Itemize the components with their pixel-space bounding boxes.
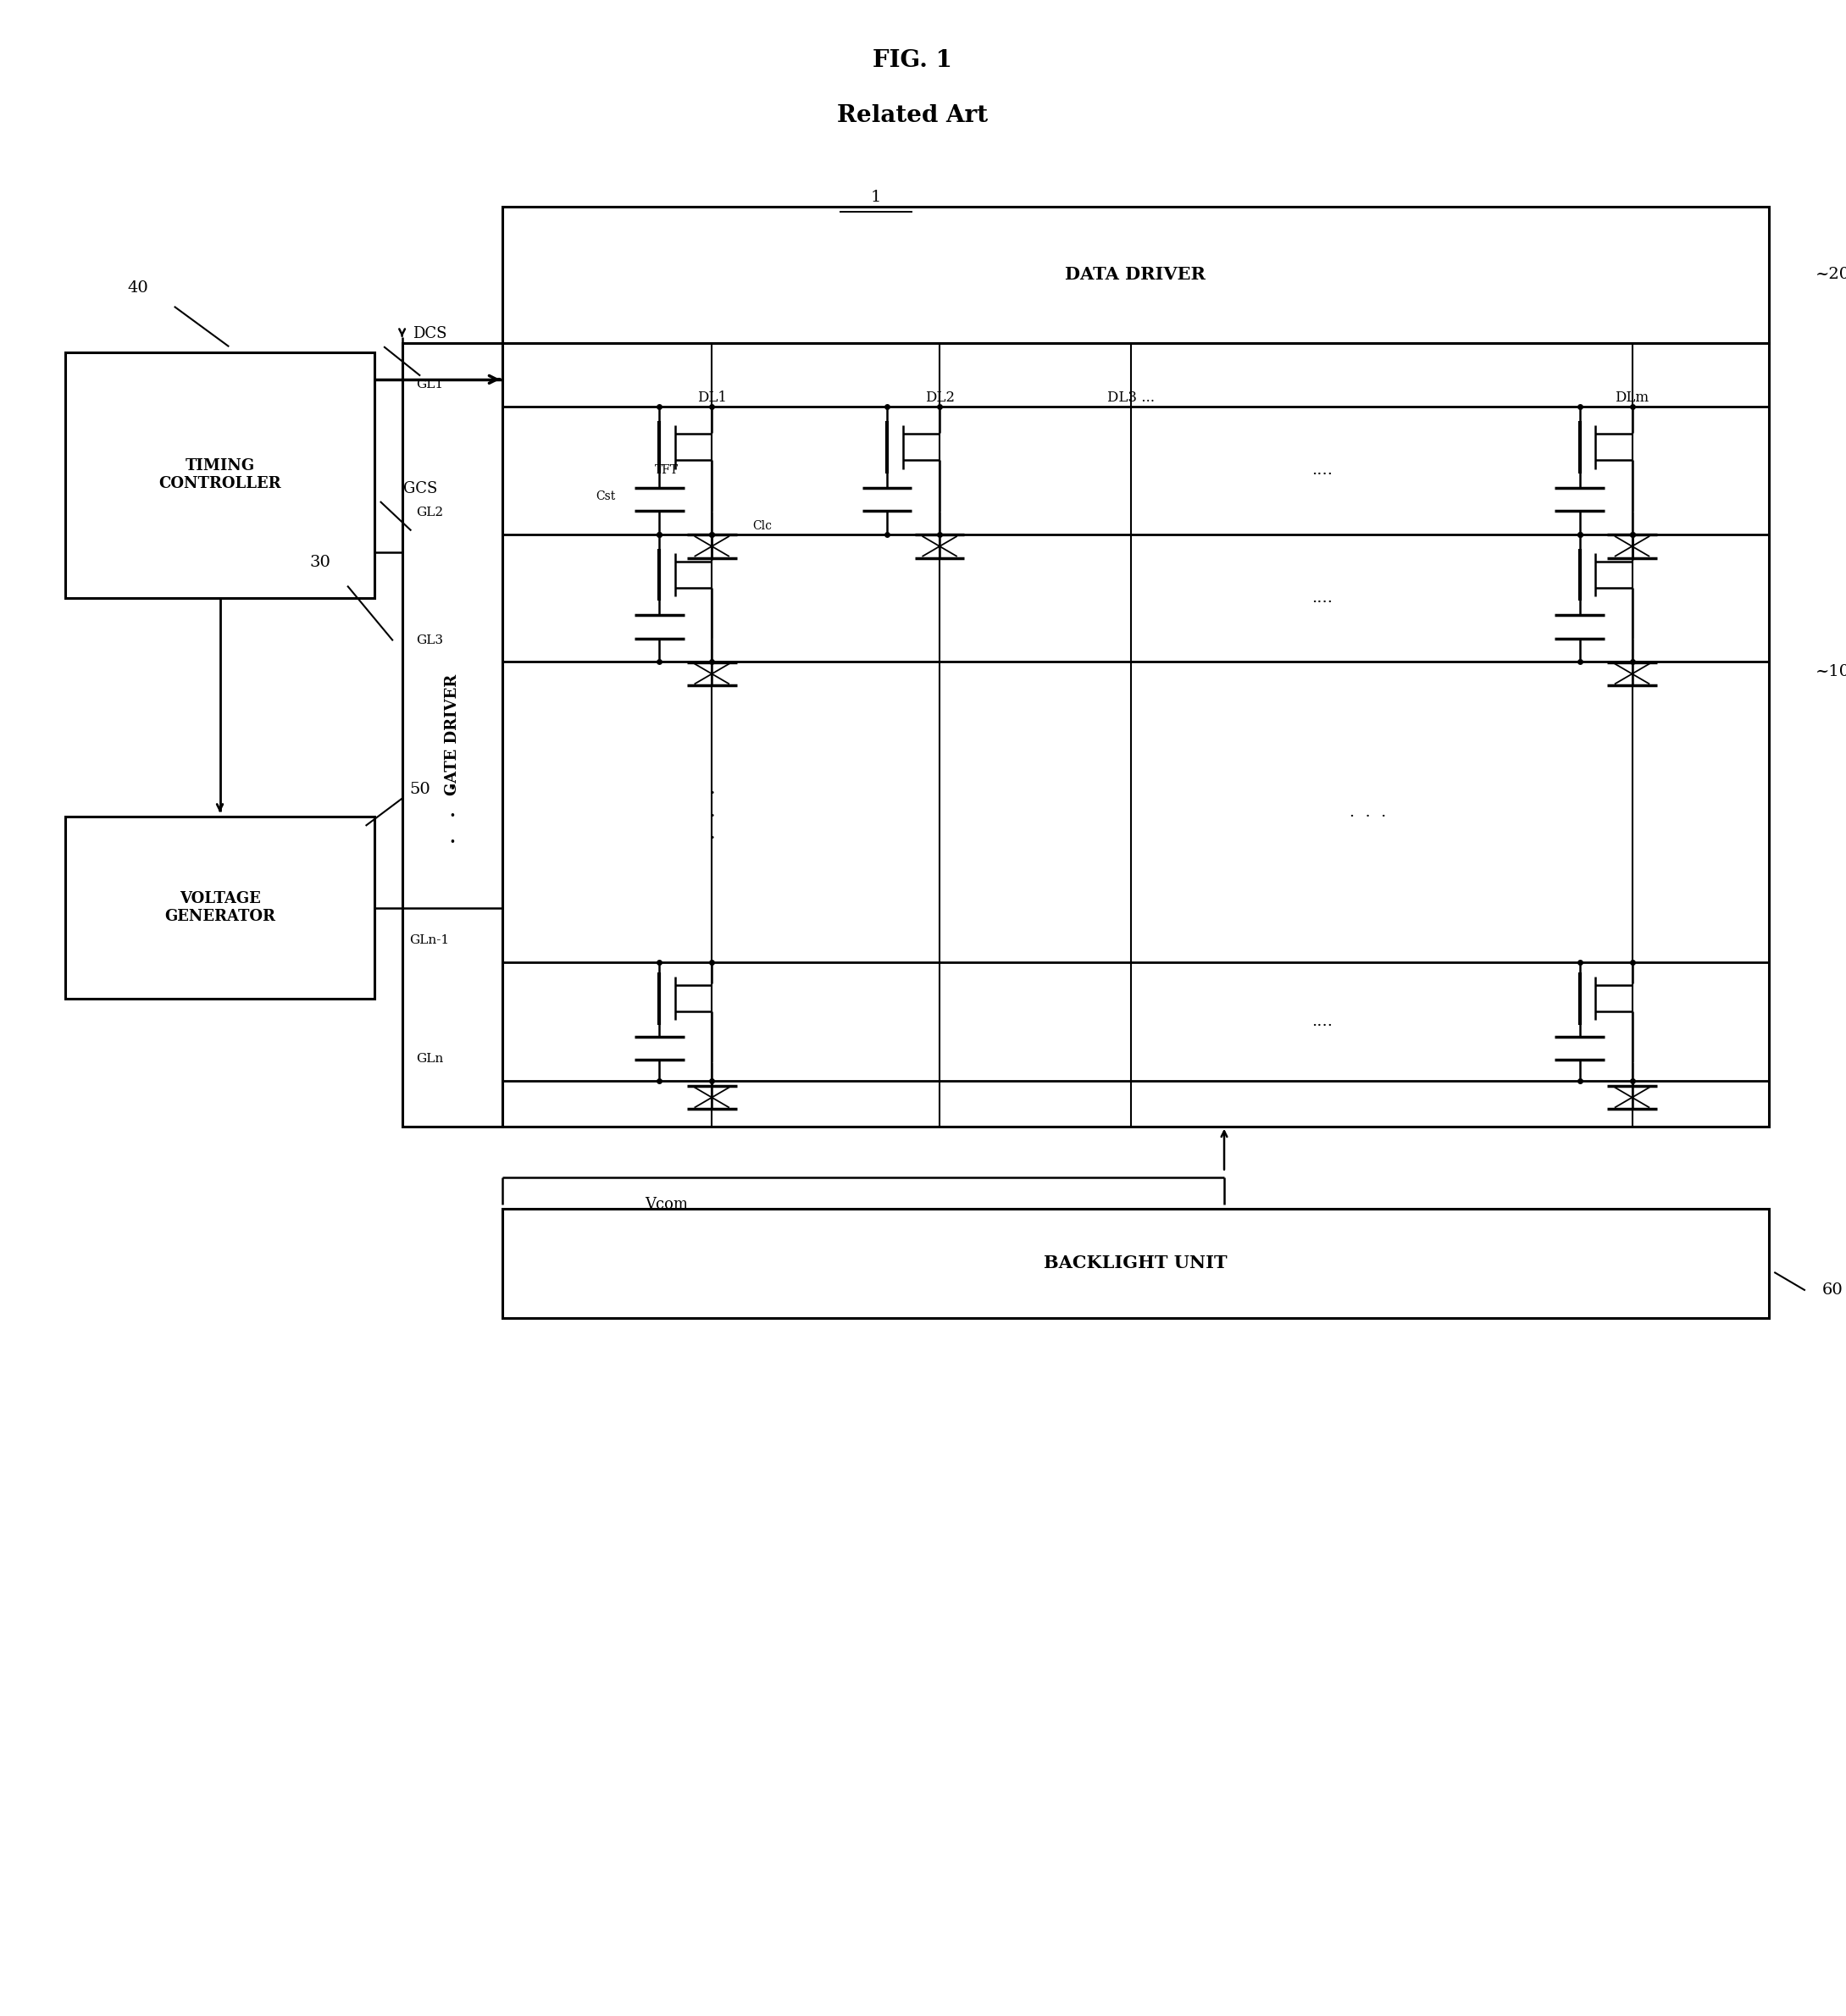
Bar xyxy=(502,1208,1768,1318)
Text: Cst: Cst xyxy=(596,490,617,502)
Text: ~10: ~10 xyxy=(1815,665,1846,679)
Text: 1: 1 xyxy=(871,190,881,206)
Text: DL2: DL2 xyxy=(925,391,954,405)
Text: GLn-1: GLn-1 xyxy=(410,935,449,948)
Text: DATA DRIVER: DATA DRIVER xyxy=(1065,266,1205,282)
Bar xyxy=(402,343,502,1127)
Text: ·
·
·: · · · xyxy=(449,778,456,855)
Bar xyxy=(502,343,1768,1127)
Text: GATE DRIVER: GATE DRIVER xyxy=(445,673,460,796)
Text: ....: .... xyxy=(1313,464,1333,478)
Text: FIG. 1: FIG. 1 xyxy=(873,48,953,73)
Text: TFT: TFT xyxy=(655,464,679,476)
Text: GL3: GL3 xyxy=(415,633,443,645)
Text: DL1: DL1 xyxy=(698,391,727,405)
Text: ....: .... xyxy=(1313,1014,1333,1030)
Text: DLm: DLm xyxy=(1615,391,1648,405)
Text: 40: 40 xyxy=(127,280,148,296)
Bar xyxy=(502,206,1768,343)
Text: ·  ·  ·: · · · xyxy=(1349,808,1386,825)
Bar xyxy=(65,816,375,998)
Text: GL2: GL2 xyxy=(415,506,443,518)
Text: DCS: DCS xyxy=(412,327,447,341)
Text: VOLTAGE
GENERATOR: VOLTAGE GENERATOR xyxy=(164,891,275,923)
Bar xyxy=(65,353,375,599)
Text: Related Art: Related Art xyxy=(836,103,988,127)
Text: 30: 30 xyxy=(310,554,330,571)
Text: ·
·
·: · · · xyxy=(709,784,714,849)
Text: 60: 60 xyxy=(1822,1282,1842,1298)
Text: 50: 50 xyxy=(410,782,430,796)
Text: GL1: GL1 xyxy=(415,379,443,391)
Text: Clc: Clc xyxy=(753,520,772,532)
Text: DL3 ...: DL3 ... xyxy=(1108,391,1156,405)
Text: BACKLIGHT UNIT: BACKLIGHT UNIT xyxy=(1043,1254,1228,1272)
Text: GCS: GCS xyxy=(402,482,438,496)
Text: Vcom: Vcom xyxy=(644,1198,689,1212)
Text: ....: .... xyxy=(1313,591,1333,605)
Text: ~20: ~20 xyxy=(1815,266,1846,282)
Text: TIMING
CONTROLLER: TIMING CONTROLLER xyxy=(159,458,281,492)
Text: GLn: GLn xyxy=(415,1052,443,1064)
